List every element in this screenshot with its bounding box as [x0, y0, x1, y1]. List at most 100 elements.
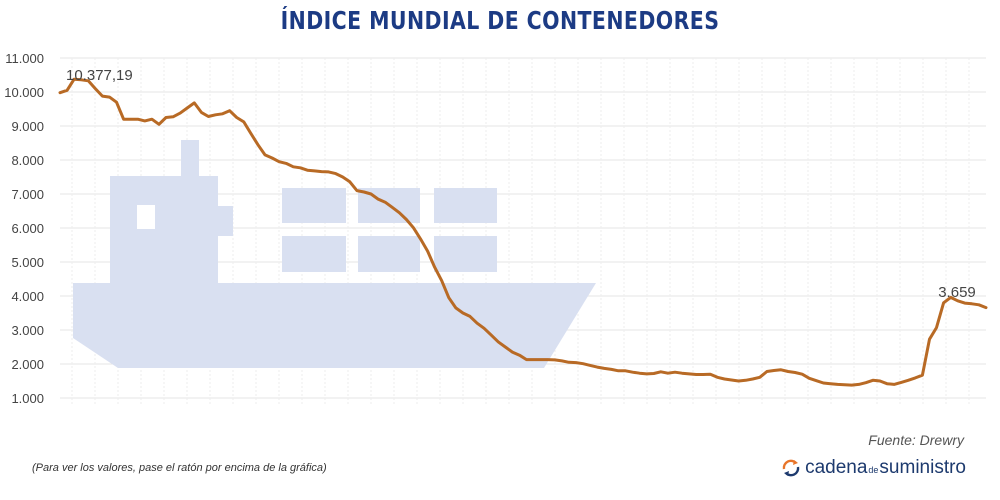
data-point[interactable] — [319, 169, 325, 175]
data-point[interactable] — [425, 248, 431, 254]
data-point[interactable] — [64, 87, 70, 93]
data-point[interactable] — [849, 382, 855, 388]
data-point[interactable] — [898, 379, 904, 385]
data-point[interactable] — [149, 116, 155, 122]
data-point[interactable] — [707, 371, 713, 377]
data-point[interactable] — [714, 374, 720, 380]
data-point[interactable] — [785, 368, 791, 374]
data-point[interactable] — [665, 370, 671, 376]
data-point[interactable] — [432, 264, 438, 270]
data-point[interactable] — [934, 325, 940, 331]
data-point[interactable] — [884, 381, 890, 387]
data-point[interactable] — [842, 382, 848, 388]
data-point[interactable] — [170, 114, 176, 120]
data-point[interactable] — [248, 130, 254, 136]
data-point[interactable] — [460, 310, 466, 316]
data-point[interactable] — [757, 374, 763, 380]
data-point[interactable] — [856, 381, 862, 387]
data-point[interactable] — [311, 168, 317, 174]
data-point[interactable] — [651, 371, 657, 377]
data-point[interactable] — [566, 359, 572, 365]
data-point[interactable] — [121, 116, 127, 122]
data-point[interactable] — [220, 111, 226, 117]
data-point[interactable] — [99, 93, 105, 99]
data-point[interactable] — [969, 301, 975, 307]
data-point[interactable] — [198, 109, 204, 115]
data-point[interactable] — [354, 188, 360, 194]
data-point[interactable] — [467, 313, 473, 319]
data-point[interactable] — [827, 381, 833, 387]
data-point[interactable] — [644, 371, 650, 377]
data-point[interactable] — [679, 370, 685, 376]
data-point[interactable] — [870, 377, 876, 383]
data-point[interactable] — [375, 196, 381, 202]
data-point[interactable] — [333, 171, 339, 177]
series-line[interactable] — [58, 77, 988, 387]
data-point[interactable] — [142, 118, 148, 124]
data-point[interactable] — [630, 369, 636, 375]
data-point[interactable] — [234, 115, 240, 121]
data-point[interactable] — [538, 357, 544, 363]
data-point[interactable] — [446, 295, 452, 301]
data-point[interactable] — [382, 199, 388, 205]
data-point[interactable] — [474, 320, 480, 326]
data-point[interactable] — [106, 94, 112, 100]
data-point[interactable] — [156, 121, 162, 127]
data-point[interactable] — [926, 336, 932, 342]
data-point[interactable] — [453, 305, 459, 311]
data-point[interactable] — [743, 377, 749, 383]
data-point[interactable] — [905, 377, 911, 383]
data-point[interactable] — [919, 372, 925, 378]
data-point[interactable] — [792, 370, 798, 376]
data-point[interactable] — [771, 367, 777, 373]
data-point[interactable] — [686, 371, 692, 377]
data-point[interactable] — [361, 189, 367, 195]
brand-logo[interactable]: cadena de suministro — [781, 457, 966, 479]
data-point[interactable] — [637, 370, 643, 376]
data-point[interactable] — [509, 349, 515, 355]
data-point[interactable] — [184, 105, 190, 111]
data-point[interactable] — [983, 305, 989, 311]
data-point[interactable] — [976, 302, 982, 308]
data-point[interactable] — [368, 191, 374, 197]
data-point[interactable] — [559, 358, 565, 364]
data-point[interactable] — [863, 380, 869, 386]
data-point[interactable] — [410, 225, 416, 231]
data-point[interactable] — [835, 381, 841, 387]
data-point[interactable] — [389, 204, 395, 210]
data-point[interactable] — [573, 360, 579, 366]
data-point[interactable] — [227, 108, 233, 114]
data-point[interactable] — [587, 362, 593, 368]
data-point[interactable] — [799, 371, 805, 377]
data-point[interactable] — [114, 99, 120, 105]
data-point[interactable] — [545, 357, 551, 363]
data-point[interactable] — [750, 376, 756, 382]
data-point[interactable] — [297, 165, 303, 171]
data-point[interactable] — [135, 116, 141, 122]
data-point[interactable] — [191, 100, 197, 106]
data-point[interactable] — [163, 115, 169, 121]
data-point[interactable] — [241, 119, 247, 125]
data-point[interactable] — [601, 365, 607, 371]
data-point[interactable] — [962, 300, 968, 306]
data-point[interactable] — [340, 174, 346, 180]
data-point[interactable] — [672, 369, 678, 375]
data-point[interactable] — [912, 375, 918, 381]
data-point[interactable] — [820, 380, 826, 386]
data-point[interactable] — [877, 378, 883, 384]
data-point[interactable] — [813, 378, 819, 384]
data-point[interactable] — [700, 372, 706, 378]
data-point[interactable] — [806, 375, 812, 381]
data-point[interactable] — [524, 357, 530, 363]
series-line-group[interactable] — [57, 76, 989, 388]
data-point[interactable] — [594, 364, 600, 370]
data-point[interactable] — [552, 357, 558, 363]
data-point[interactable] — [128, 116, 134, 122]
data-point[interactable] — [290, 164, 296, 170]
data-point[interactable] — [481, 325, 487, 331]
data-point[interactable] — [495, 339, 501, 345]
data-point[interactable] — [403, 217, 409, 223]
data-point[interactable] — [304, 167, 310, 173]
data-point[interactable] — [276, 159, 282, 165]
data-point[interactable] — [516, 352, 522, 358]
